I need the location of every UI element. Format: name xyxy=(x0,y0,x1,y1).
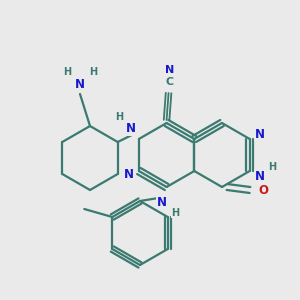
Text: N: N xyxy=(255,169,265,182)
Text: H: H xyxy=(268,162,276,172)
Text: N: N xyxy=(126,122,136,136)
Text: C: C xyxy=(166,77,174,87)
Text: N: N xyxy=(255,128,265,140)
Text: N: N xyxy=(75,77,85,91)
Text: H: H xyxy=(63,67,71,77)
Text: H: H xyxy=(89,67,97,77)
Text: H: H xyxy=(115,112,123,122)
Text: N: N xyxy=(165,65,174,75)
Text: N: N xyxy=(157,196,166,208)
Text: N: N xyxy=(124,167,134,181)
Text: O: O xyxy=(258,184,268,196)
Text: H: H xyxy=(172,208,180,218)
